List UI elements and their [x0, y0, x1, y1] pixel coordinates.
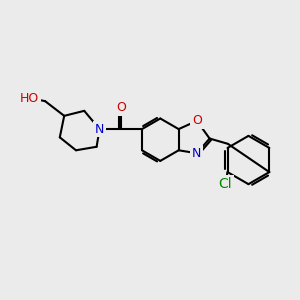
- Text: O: O: [192, 114, 202, 127]
- Text: Cl: Cl: [218, 177, 232, 191]
- Text: O: O: [116, 101, 126, 114]
- Text: N: N: [192, 147, 202, 160]
- Text: N: N: [95, 123, 104, 136]
- Text: HO: HO: [20, 92, 39, 105]
